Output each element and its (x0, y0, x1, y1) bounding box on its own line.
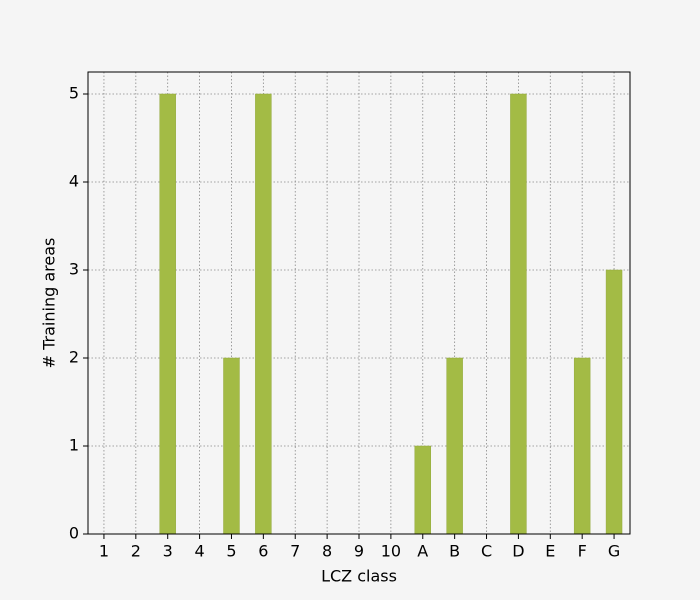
x-tick-label: G (608, 542, 620, 561)
y-tick-label: 0 (69, 524, 79, 543)
y-tick-label: 2 (69, 348, 79, 367)
bar (605, 269, 623, 535)
plot-frame (87, 71, 631, 535)
y-tick-label: 3 (69, 260, 79, 279)
x-tick-label: E (545, 542, 555, 561)
x-tick-label: A (417, 542, 428, 561)
x-tick-label: C (481, 542, 492, 561)
x-tick-label: D (512, 542, 524, 561)
bar (573, 357, 591, 535)
bar (414, 445, 431, 535)
x-tick-label: 8 (322, 542, 332, 561)
y-tick-label: 4 (69, 172, 79, 191)
y-tick-label: 1 (69, 436, 79, 455)
y-axis-label: # Training areas (40, 238, 59, 369)
x-tick-label: 5 (226, 542, 236, 561)
x-tick-label: 3 (163, 542, 173, 561)
x-tick-label: 9 (354, 542, 364, 561)
y-tick-label: 5 (69, 84, 79, 103)
bar (223, 357, 240, 535)
x-tick-label: F (578, 542, 587, 561)
bar (255, 93, 272, 535)
x-axis-label: LCZ class (321, 567, 397, 586)
x-tick-label: 6 (258, 542, 268, 561)
x-tick-label: B (449, 542, 460, 561)
x-tick-label: 4 (194, 542, 204, 561)
x-tick-label: 2 (131, 542, 141, 561)
bar (159, 93, 176, 535)
x-tick-label: 1 (99, 542, 109, 561)
x-tick-label: 10 (381, 542, 401, 561)
bar (510, 93, 527, 535)
bar (446, 357, 463, 535)
x-tick-label: 7 (290, 542, 300, 561)
